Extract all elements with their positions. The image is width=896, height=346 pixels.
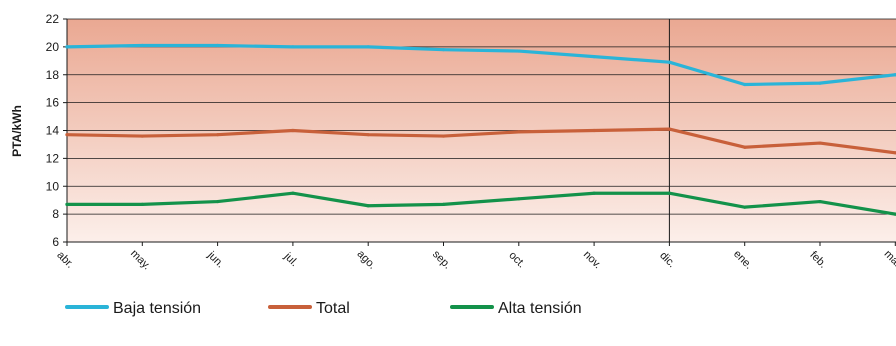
data-point [818, 199, 822, 204]
data-point [441, 134, 446, 138]
data-point [216, 199, 220, 204]
data-point [65, 202, 69, 206]
data-point [140, 134, 144, 138]
data-point [441, 48, 446, 52]
y-tick-label: 8 [52, 207, 59, 221]
series-line [65, 191, 896, 216]
data-point [140, 202, 144, 206]
data-point [517, 130, 521, 134]
data-point [743, 145, 747, 149]
x-tick-label: sep. [430, 248, 453, 271]
legend-label: Alta tensión [498, 300, 582, 317]
series-line [65, 127, 896, 155]
x-tick-labels: abr. may. jun. jul. ago. sep. oct. nov. dic. ene.… [54, 242, 896, 272]
data-point [366, 133, 370, 137]
y-tick-label: 6 [52, 235, 59, 249]
x-tick-label: may. [128, 247, 153, 272]
y-tick-label: 22 [46, 12, 60, 26]
y-tick-label: 12 [46, 151, 60, 165]
data-point [291, 191, 295, 195]
data-point [517, 197, 521, 201]
data-point [743, 82, 747, 87]
y-tick-labels: 6 8 10 12 14 16 18 20 22 [46, 12, 67, 249]
data-point [366, 45, 370, 49]
data-point [366, 204, 370, 208]
data-point [140, 43, 144, 48]
data-point [893, 151, 896, 155]
data-point [667, 127, 672, 131]
data-point [65, 133, 69, 137]
x-tick-label: jun. [204, 249, 226, 271]
y-tick-label: 10 [46, 179, 60, 193]
data-point [592, 191, 596, 195]
x-tick-label: ago. [355, 248, 379, 272]
x-tick-label: jul. [281, 250, 300, 269]
y-axis-label: PTA/kWh [10, 105, 24, 157]
legend-label: Baja tensión [113, 300, 201, 317]
data-point [517, 49, 521, 53]
x-tick-label: abr. [54, 249, 75, 270]
x-tick-label: feb. [807, 249, 828, 270]
y-tick-label: 18 [46, 68, 60, 82]
x-tick-label: oct. [506, 249, 527, 270]
gridlines [67, 18, 896, 215]
y-tick-label: 14 [46, 124, 60, 138]
data-point [667, 60, 672, 64]
data-point [893, 212, 896, 216]
legend: Baja tensión Total Alta tensión [65, 300, 582, 317]
data-point [592, 55, 596, 59]
x-tick-label: nov. [581, 249, 604, 272]
data-point [893, 73, 896, 77]
y-tick-label: 20 [46, 40, 60, 54]
series-line [65, 43, 896, 87]
series-lines [65, 43, 896, 216]
x-tick-label: ene. [731, 248, 755, 272]
data-point [743, 205, 747, 209]
data-point [818, 141, 822, 145]
x-tick-label: dic. [657, 250, 678, 271]
data-point [216, 43, 220, 48]
x-tick-label: mar. [882, 248, 896, 272]
legend-label: Total [316, 300, 350, 317]
data-point [216, 133, 220, 137]
data-point [291, 45, 295, 49]
data-point [592, 128, 596, 133]
data-point [65, 45, 69, 49]
data-point [667, 191, 672, 195]
data-point [291, 128, 295, 133]
data-point [441, 202, 446, 206]
data-point [818, 81, 822, 85]
y-tick-label: 16 [46, 96, 60, 110]
